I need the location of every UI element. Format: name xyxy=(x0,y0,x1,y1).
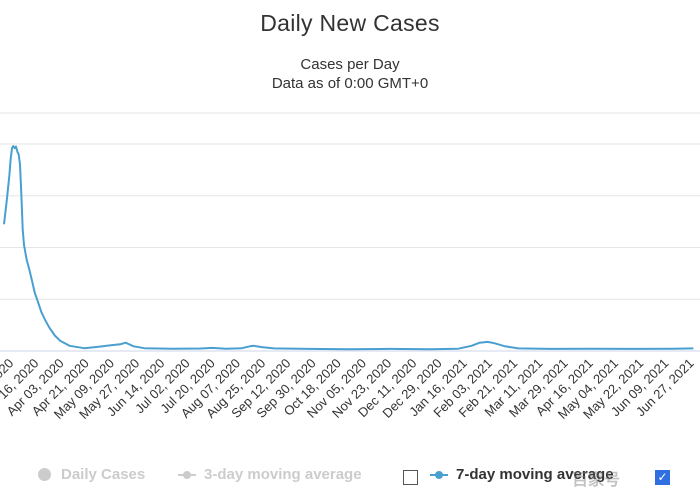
chart-data-date: Data as of 0:00 GMT+0 xyxy=(271,75,429,92)
series-line-7-day-moving-average xyxy=(3,145,694,351)
chart-legend: Daily Cases 3-day moving average 7-day m… xyxy=(0,462,700,492)
legend-item-daily-cases[interactable]: Daily Cases xyxy=(38,466,145,483)
toggle-checkbox-checked[interactable]: ✓ xyxy=(655,470,670,485)
legend-line-icon xyxy=(430,470,448,480)
chart-subtitle: Cases per Day xyxy=(300,56,400,73)
legend-label: 3-day moving average xyxy=(204,466,362,483)
legend-label: Daily Cases xyxy=(61,466,146,483)
legend-item-3-day-average[interactable]: 3-day moving average xyxy=(178,466,362,483)
legend-label: 7-day moving average xyxy=(456,466,614,483)
watermark-logo: 百家号 xyxy=(572,472,621,489)
grid-lines xyxy=(0,112,700,352)
toggle-checkbox-unchecked[interactable] xyxy=(403,470,418,485)
legend-item-7-day-average[interactable]: 7-day moving average xyxy=(430,466,614,483)
series-lines xyxy=(3,145,694,351)
legend-dot-icon xyxy=(38,468,51,481)
legend-line-icon xyxy=(178,470,196,480)
chart-title: Daily New Cases xyxy=(260,10,440,36)
